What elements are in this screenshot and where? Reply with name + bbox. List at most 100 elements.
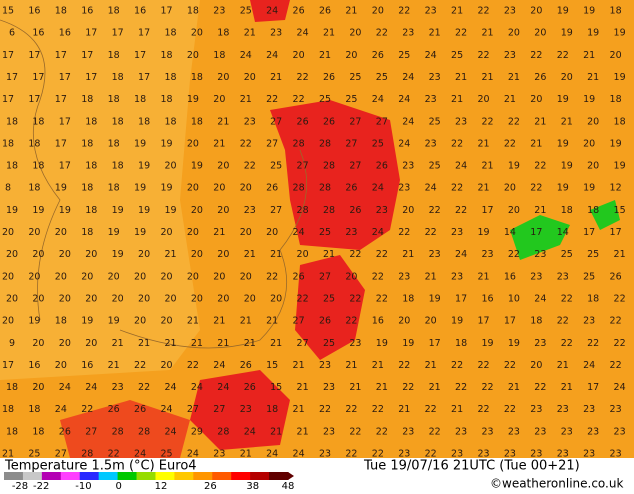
temperature-label: 23 [425,138,437,149]
temperature-label: 26 [610,271,622,282]
temperature-label: 20 [85,293,97,304]
temperature-label: 17 [504,316,516,327]
temperature-label: 20 [28,271,40,282]
temperature-label: 22 [530,183,542,194]
temperature-label: 20 [425,316,437,327]
temperature-label: 26 [293,6,305,17]
temperature-label: 23 [504,6,516,17]
temperature-label: 20 [187,50,199,61]
scale-segment [98,472,119,480]
temperature-label: 16 [28,6,40,17]
temperature-label: 21 [425,271,437,282]
temperature-label: 18 [108,50,120,61]
temperature-label: 27 [297,338,309,349]
scale-arrow [288,472,294,480]
scale-segment [22,472,43,480]
temperature-label: 19 [557,6,569,17]
temperature-label: 20 [187,138,199,149]
temperature-label: 25 [583,271,595,282]
hot-area [60,400,190,458]
temperature-label: 21 [402,249,414,260]
temperature-label: 26 [244,382,256,393]
temperature-label: 17 [160,6,172,17]
temperature-label: 21 [112,338,124,349]
temperature-label: 18 [610,94,622,105]
temperature-label: 24 [402,72,414,83]
temperature-label: 19 [112,249,124,260]
temperature-label: 25 [323,293,335,304]
temperature-label: 22 [481,116,493,127]
temperature-label: 18 [112,161,124,172]
temperature-label: 23 [583,316,595,327]
temperature-label: 21 [534,205,546,216]
temperature-label: 18 [55,6,67,17]
scale-segment [174,472,194,480]
temperature-label: 19 [108,316,120,327]
temperature-label: 22 [349,426,361,437]
temperature-label: 18 [81,94,93,105]
temperature-label: 21 [349,382,361,393]
temperature-label: 19 [508,338,520,349]
temperature-label: 24 [244,426,256,437]
scale-tick-label: -28 [12,481,28,490]
temperature-label: 19 [112,205,124,216]
temperature-label: 21 [240,316,252,327]
temperature-label: 18 [6,382,18,393]
temperature-label: 19 [164,205,176,216]
temperature-label: 23 [213,6,225,17]
temperature-label: 27 [266,138,278,149]
temperature-label: 22 [557,50,569,61]
temperature-label: 23 [244,205,256,216]
temperature-label: 26 [266,183,278,194]
temperature-label: 22 [455,382,467,393]
temperature-label: 25 [323,338,335,349]
temperature-label: 23 [451,227,463,238]
temperature-label: 21 [587,72,599,83]
temperature-label: 18 [610,6,622,17]
temperature-label: 23 [534,249,546,260]
temperature-label: 22 [477,6,489,17]
temperature-label: 18 [2,404,14,415]
scale-segment [231,472,251,480]
temperature-label: 18 [213,50,225,61]
temperature-label: 20 [508,28,520,39]
coastline [0,19,308,349]
temperature-label: 22 [372,404,384,415]
temperature-label: 25 [376,72,388,83]
temperature-label: 18 [561,205,573,216]
temperature-label: 17 [112,28,124,39]
temperature-label: 20 [477,94,489,105]
temperature-label: 20 [402,205,414,216]
temperature-label: 16 [504,271,516,282]
temperature-label: 22 [425,227,437,238]
temperature-label: 20 [55,360,67,371]
temperature-label: 28 [319,138,331,149]
temperature-label: 22 [610,360,622,371]
temperature-label: 21 [270,249,282,260]
temperature-label: 24 [293,449,305,460]
scale-segment [193,472,213,480]
temperature-label: 16 [59,28,71,39]
temperature-label: 21 [345,6,357,17]
temperature-label: 10 [508,293,520,304]
temperature-label: 28 [293,183,305,194]
cool-area [510,215,570,260]
temperature-label: 23 [583,449,595,460]
temperature-label: 21 [323,249,335,260]
temperature-label: 25 [240,6,252,17]
temperature-label: 21 [583,50,595,61]
temperature-labels: 15 16 18 16 18 16 17 18 23 25 24 26 26 21 20 22 23 21 22 23… [2,6,626,460]
temperature-label: 22 [398,360,410,371]
temperature-label: 20 [108,271,120,282]
temperature-label: 19 [402,338,414,349]
temperature-label: 25 [451,50,463,61]
temperature-label: 18 [6,116,18,127]
temperature-label: 25 [28,449,40,460]
temperature-label: 15 [2,6,14,17]
temperature-label: 18 [455,338,467,349]
temperature-label: 28 [319,183,331,194]
temperature-label: 19 [481,338,493,349]
temperature-label: 22 [614,338,626,349]
temperature-label: 16 [134,6,146,17]
temperature-label: 20 [240,227,252,238]
